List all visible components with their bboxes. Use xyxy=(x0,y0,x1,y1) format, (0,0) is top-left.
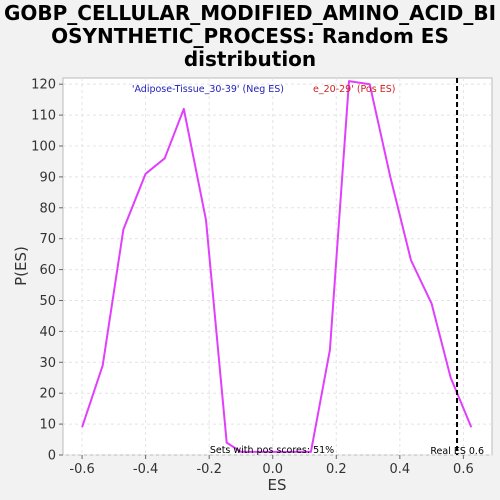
y-tick-label: 100 xyxy=(31,139,56,154)
chart-title: GOBP_CELLULAR_MODIFIED_AMINO_ACID_BI OSY… xyxy=(4,1,496,71)
y-tick-label: 10 xyxy=(39,418,56,433)
legend: 'Adipose-Tissue_30-39' (Neg ES) e_20-29'… xyxy=(132,84,396,95)
real-es-label: Real ES 0.6 xyxy=(430,446,484,457)
title-line-3: distribution xyxy=(184,47,316,71)
title-line-1: GOBP_CELLULAR_MODIFIED_AMINO_ACID_BI xyxy=(4,1,496,25)
x-axis-ticks: -0.6 -0.4 -0.2 0.0 0.2 0.4 0.6 xyxy=(69,455,474,477)
y-tick-label: 70 xyxy=(39,232,56,247)
y-tick-label: 0 xyxy=(48,449,56,464)
y-tick-label: 40 xyxy=(39,325,56,340)
y-tick-label: 110 xyxy=(31,109,56,124)
x-tick-label: -0.6 xyxy=(69,462,94,477)
title-line-2: OSYNTHETIC_PROCESS: Random ES xyxy=(51,24,449,48)
legend-pos-es: e_20-29' (Pos ES) xyxy=(313,84,395,95)
x-tick-label: 0.4 xyxy=(390,462,411,477)
y-axis-label: P(ES) xyxy=(12,246,30,286)
y-tick-label: 120 xyxy=(31,78,56,93)
plot-area xyxy=(62,77,493,456)
y-tick-label: 60 xyxy=(39,263,56,278)
y-tick-label: 80 xyxy=(39,201,56,216)
x-tick-label: -0.2 xyxy=(196,462,221,477)
y-tick-label: 20 xyxy=(39,387,56,402)
x-tick-label: 0.0 xyxy=(262,462,283,477)
x-tick-label: 0.6 xyxy=(453,462,474,477)
series-layer xyxy=(81,80,473,453)
y-axis-ticks: 0 10 20 30 40 50 60 70 80 90 100 110 120 xyxy=(31,78,63,464)
x-axis-label: ES xyxy=(268,476,287,494)
series-line xyxy=(81,80,473,453)
y-tick-label: 30 xyxy=(39,356,56,371)
y-tick-label: 90 xyxy=(39,170,56,185)
x-tick-label: -0.4 xyxy=(133,462,158,477)
y-tick-label: 50 xyxy=(39,294,56,309)
pos-scores-annotation: Sets with pos scores: 51% xyxy=(210,445,334,456)
x-tick-label: 0.2 xyxy=(326,462,347,477)
legend-neg-es: 'Adipose-Tissue_30-39' (Neg ES) xyxy=(132,84,284,95)
